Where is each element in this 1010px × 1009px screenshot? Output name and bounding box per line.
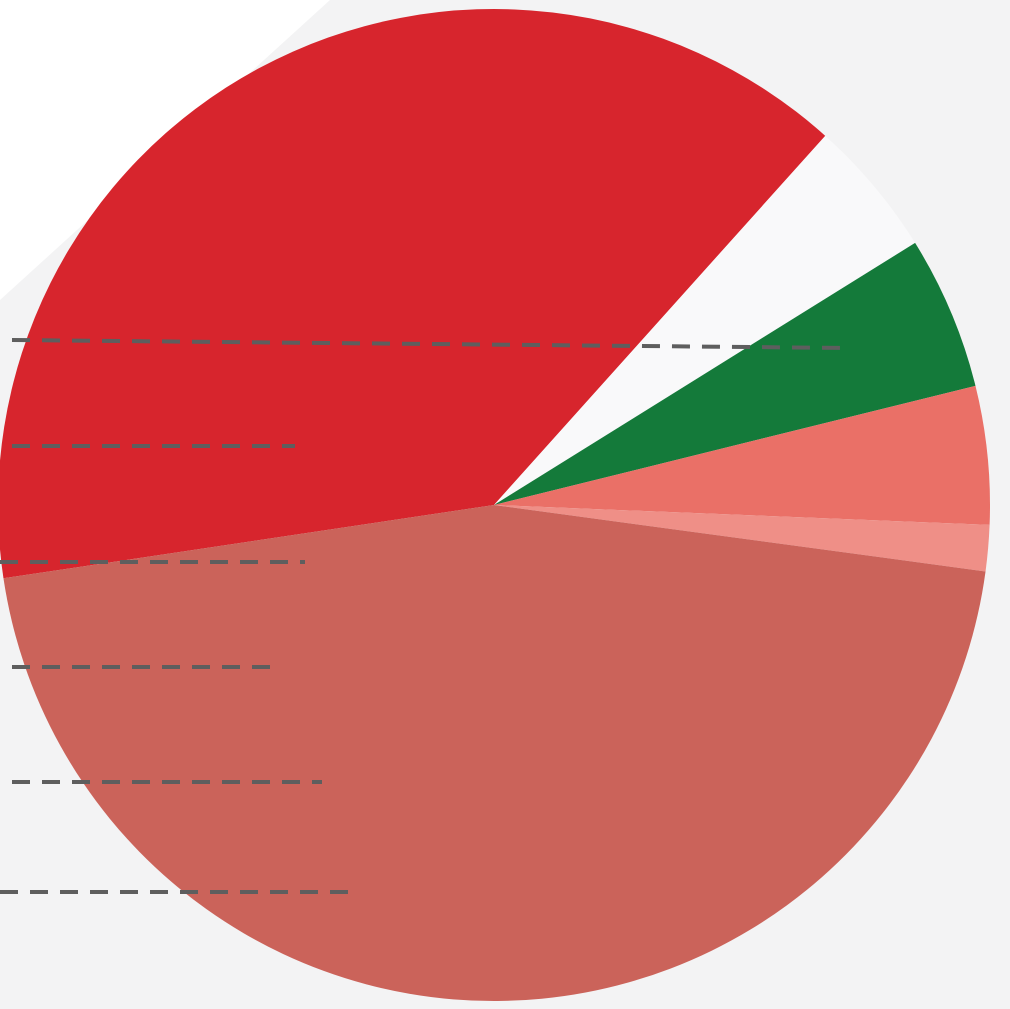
pie-slice-6	[3, 505, 986, 1002]
pie-slice-1	[0, 9, 826, 579]
pie-slice-4	[494, 385, 991, 525]
leader-lines	[0, 338, 851, 894]
pie-slice-2	[494, 135, 916, 505]
leader-line-1	[11, 338, 851, 350]
pie-slice-3	[494, 242, 976, 505]
pie-slice-5	[494, 505, 990, 572]
pie-slices	[0, 9, 991, 1002]
